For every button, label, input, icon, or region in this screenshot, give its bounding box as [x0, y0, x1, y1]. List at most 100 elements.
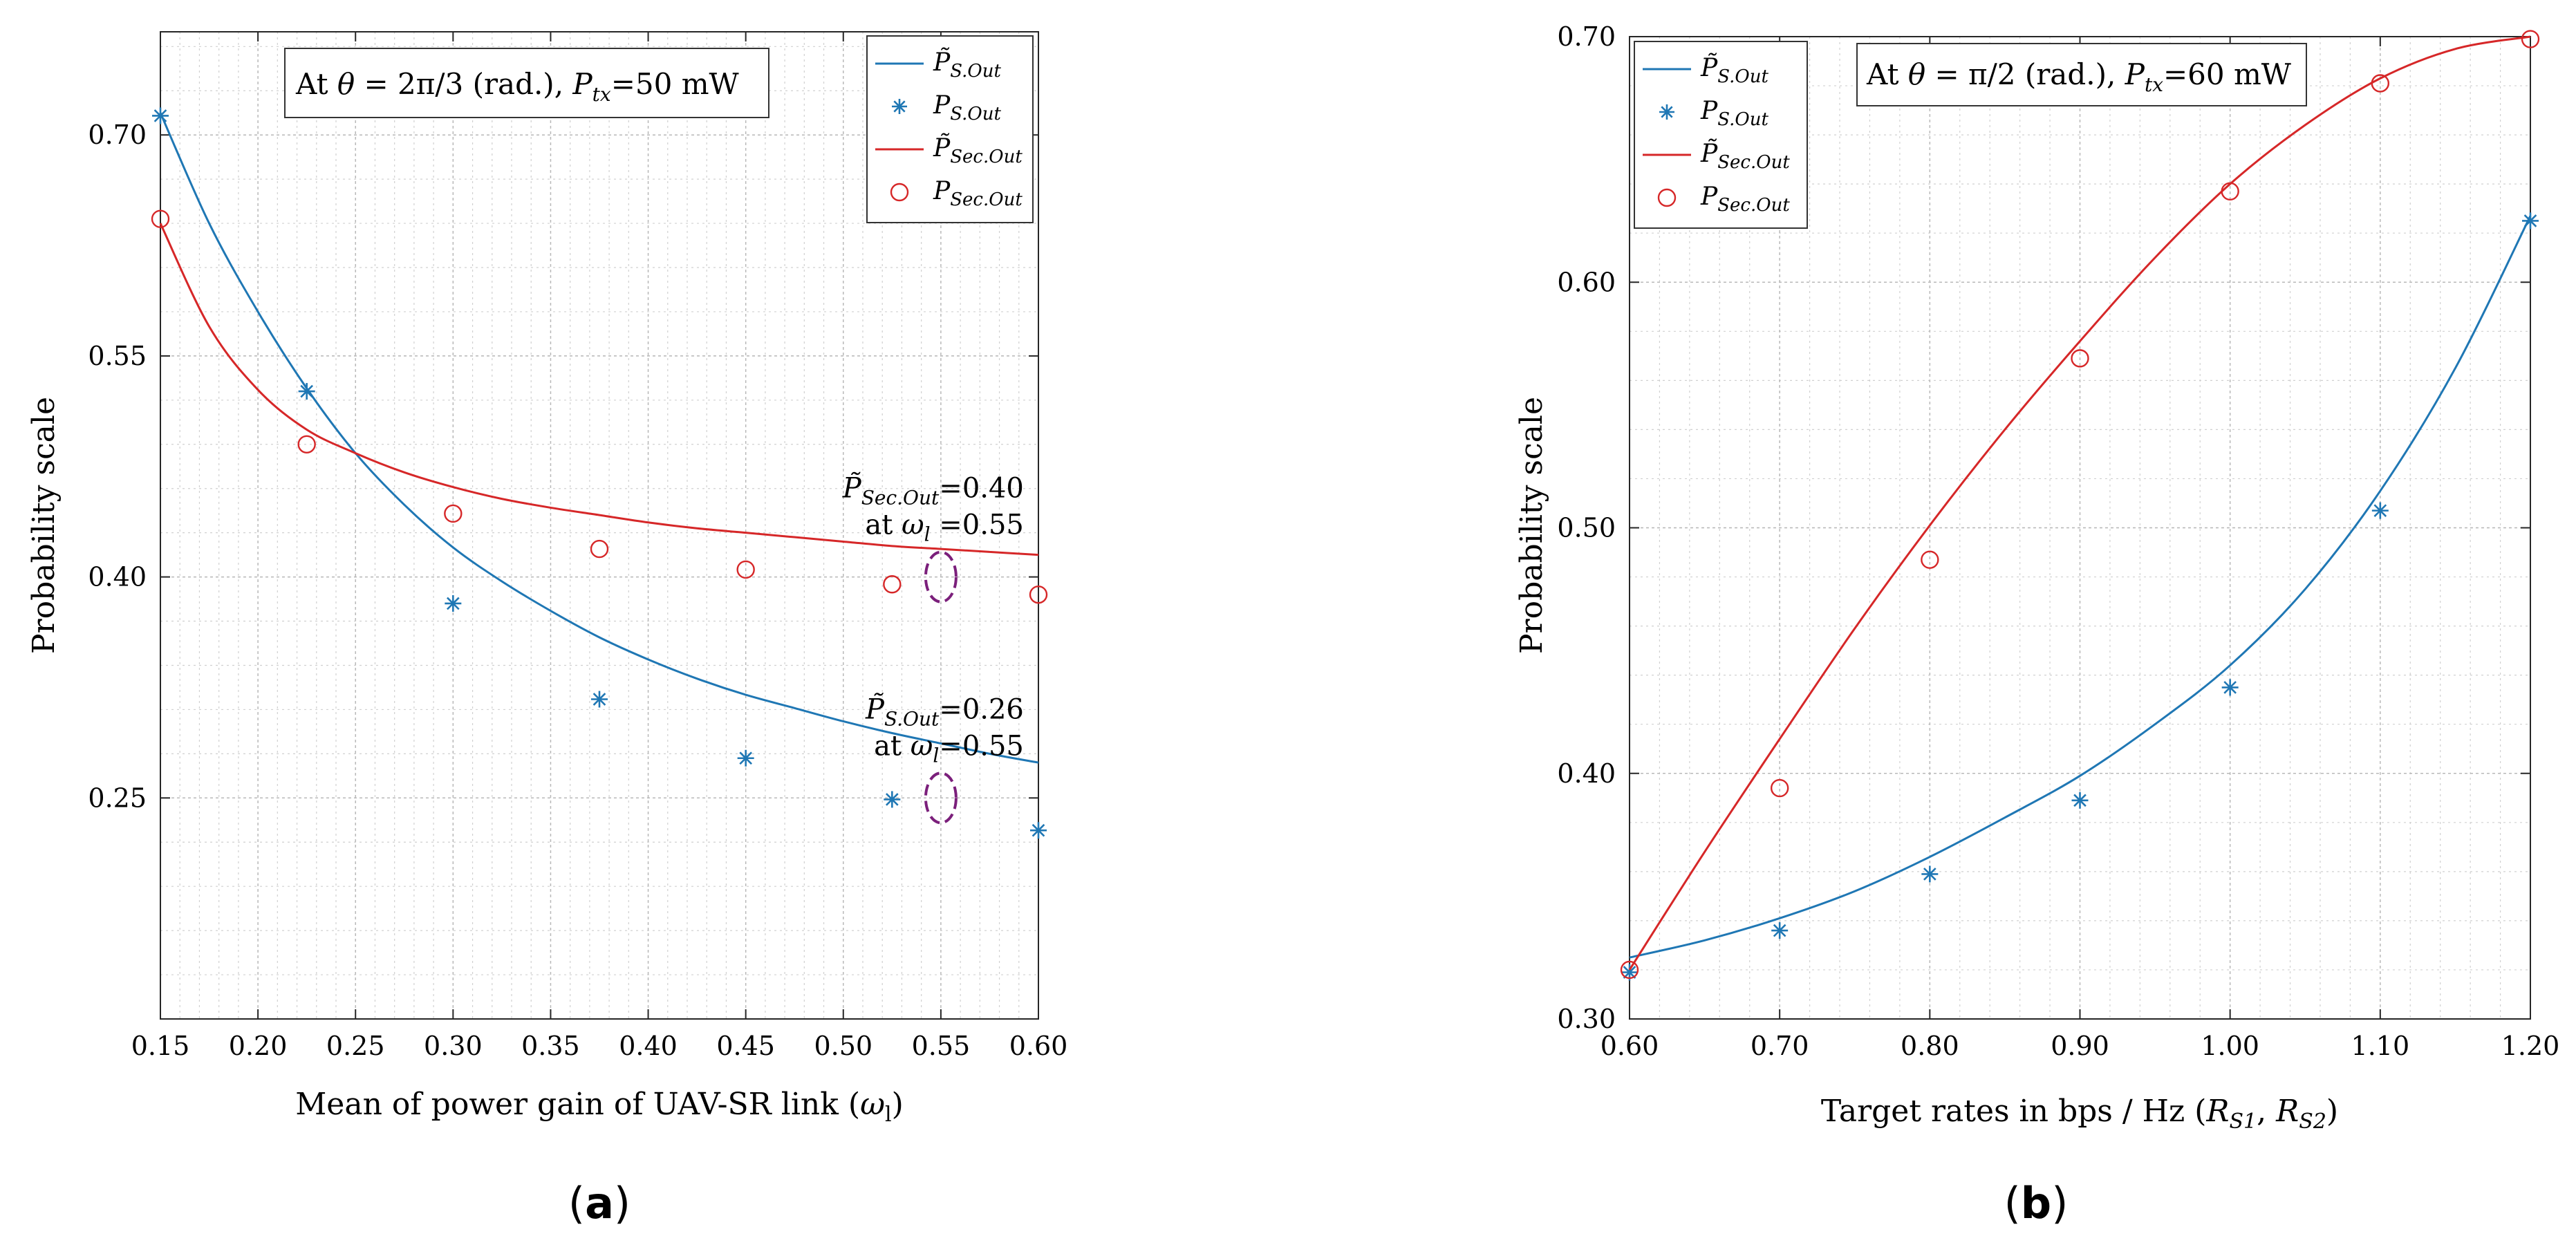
chart-a-point-circle — [1029, 585, 1048, 604]
chart-a-x-tick-label: 0.50 — [814, 1031, 872, 1061]
chart-a-info-post: =50 mW — [611, 67, 740, 101]
chart-a-point-circle — [883, 575, 902, 594]
chart-a-point-asterisk — [1030, 822, 1047, 839]
chart-b-info-eq: = π/2 (rad.), — [1925, 57, 2125, 91]
chart-b-series-line-0 — [1629, 215, 2532, 959]
chart-b-legend-label: PS.Out — [1700, 97, 1768, 130]
chart-b-y-tick-label: 0.60 — [1557, 267, 1616, 297]
chart-b-point-circle — [2221, 182, 2239, 201]
chart-a-annotation-ellipse — [924, 550, 958, 603]
chart-b-y-tick-label: 0.30 — [1557, 1004, 1616, 1034]
chart-a-point-circle — [590, 539, 609, 559]
chart-a-x-ticks: 0.15 0.20 0.25 0.30 0.35 0.40 0.45 0.50 0.55 0.60 — [131, 32, 1068, 1061]
chart-b-x-ticks: 0.60 0.70 0.80 0.90 1.00 1.10 1.20 — [1600, 37, 2560, 1061]
chart-a-y-tick-label: 0.70 — [88, 120, 147, 150]
chart-b-info-sub: tx — [2145, 73, 2163, 96]
chart-b-x-tick-label: 1.20 — [2501, 1031, 2560, 1061]
chart-a-legend-asterisk-swatch — [892, 99, 907, 114]
chart-a-x-tick-label: 0.60 — [1009, 1031, 1068, 1061]
chart-b-info-theta: θ — [1908, 57, 1925, 91]
chart-a-point-circle — [151, 209, 170, 228]
chart-b-point-asterisk — [2522, 212, 2539, 230]
chart-a-legend-label: P̃S.Out — [933, 48, 1001, 82]
chart-b-x-tick-label: 0.60 — [1600, 1031, 1659, 1061]
chart-b-legend-asterisk-swatch — [1659, 104, 1674, 120]
chart-a-point-asterisk — [445, 595, 462, 612]
chart-a-x-tick-label: 0.20 — [229, 1031, 288, 1061]
chart-a-annotation-at: at ωl =0.55 — [865, 509, 1024, 546]
chart-b-x-tick-label: 1.00 — [2201, 1031, 2259, 1061]
chart-a-legend: P̃S.Out PS.Out P̃Sec.Out PSec.Out — [866, 35, 1034, 223]
chart-b-point-asterisk — [2221, 679, 2239, 696]
chart-a-series — [151, 107, 1048, 839]
chart-b-point-circle — [2071, 349, 2089, 368]
chart-b-legend-label: PSec.Out — [1700, 182, 1790, 216]
chart-a-y-ticks: 0.25 0.40 0.55 0.70 — [88, 120, 1038, 813]
chart-b-legend: P̃S.Out PS.Out P̃Sec.Out PSec.Out — [1634, 41, 1808, 229]
chart-a-x-tick-label: 0.45 — [716, 1031, 775, 1061]
chart-b-legend-circle-swatch — [1657, 188, 1677, 207]
chart-a-annotation-ellipse — [924, 771, 958, 825]
chart-b-y-tick-label: 0.40 — [1557, 758, 1616, 789]
chart-b-info-pre: At — [1866, 57, 1908, 91]
svg-text:At θ = 2π/3 (rad.), Ptx=50 mW: At θ = 2π/3 (rad.), Ptx=50 mW — [295, 67, 740, 106]
chart-a-series-line-2 — [159, 223, 1039, 556]
chart-b-x-tick-label: 0.90 — [2051, 1031, 2109, 1061]
chart-b-x-tick-label: 0.80 — [1901, 1031, 1959, 1061]
chart-b-y-tick-label: 0.70 — [1557, 21, 1616, 52]
chart-a-x-tick-label: 0.30 — [424, 1031, 483, 1061]
chart-a-info-p: P — [572, 67, 592, 101]
chart-a-point-circle — [297, 435, 316, 453]
chart-a-x-tick-label: 0.55 — [912, 1031, 971, 1061]
chart-b: 0.60 0.70 0.80 0.90 1.00 1.10 1.20 0.30 0.40 0.5… — [1514, 21, 2559, 1228]
chart-b-point-asterisk — [1921, 865, 1939, 883]
chart-b-point-asterisk — [1621, 964, 1638, 981]
chart-b-point-circle — [2371, 74, 2390, 93]
chart-b-legend-label: P̃S.Out — [1700, 53, 1768, 87]
chart-a-legend-circle-swatch — [890, 182, 909, 202]
chart-a-info-sub: tx — [592, 83, 611, 106]
chart-a-y-tick-label: 0.25 — [88, 783, 147, 813]
chart-a-x-tick-label: 0.25 — [326, 1031, 385, 1061]
chart-b-xlabel: Target rates in bps / Hz (RS1, RS2) — [1821, 1094, 2338, 1134]
chart-a-info-theta: θ — [337, 67, 355, 101]
svg-text:At θ = π/2 (rad.), Ptx=60 mW: At θ = π/2 (rad.), Ptx=60 mW — [1866, 57, 2292, 96]
chart-a-x-tick-label: 0.15 — [131, 1031, 190, 1061]
chart-a-legend-label: PS.Out — [933, 91, 1001, 124]
chart-b-ylabel: Probability scale — [1514, 397, 1549, 654]
chart-a-x-tick-label: 0.40 — [619, 1031, 678, 1061]
chart-b-y-ticks: 0.30 0.40 0.50 0.60 0.70 — [1557, 21, 2530, 1034]
chart-a-point-asterisk — [884, 791, 901, 808]
chart-b-legend-label: P̃Sec.Out — [1700, 139, 1790, 173]
chart-a-y-tick-label: 0.55 — [88, 341, 147, 371]
chart-b-point-circle — [1921, 550, 1939, 569]
chart-b-series — [1620, 30, 2540, 981]
chart-a-info-eq: = 2π/3 (rad.), — [355, 67, 572, 101]
chart-b-series-line-2 — [1628, 35, 2531, 971]
chart-a-point-asterisk — [591, 691, 608, 708]
chart-a-annotation-at: at ωl=0.55 — [874, 730, 1024, 767]
chart-a-y-tick-label: 0.40 — [88, 562, 147, 592]
chart-a-legend-label: PSec.Out — [933, 177, 1023, 210]
chart-a-point-circle — [736, 560, 755, 579]
chart-b-point-circle — [1620, 960, 1639, 980]
chart-b-point-asterisk — [2371, 502, 2389, 519]
chart-b-point-asterisk — [1771, 922, 1789, 939]
chart-a-series-line-0 — [159, 112, 1039, 764]
chart-b-x-tick-label: 0.70 — [1751, 1031, 1809, 1061]
panel-label-a: (a) — [568, 1178, 631, 1228]
chart-a-point-asterisk — [298, 383, 315, 400]
chart-a-point-circle — [444, 504, 463, 523]
chart-b-point-asterisk — [2071, 792, 2089, 809]
chart-a-point-asterisk — [152, 107, 169, 124]
chart-a-xlabel: Mean of power gain of UAV-SR link (ωl) — [295, 1087, 904, 1127]
chart-a-annotation-label: P̃Sec.Out=0.40 — [842, 471, 1024, 509]
panel-label-b: (b) — [2004, 1178, 2069, 1228]
chart-a-plot-area — [160, 31, 1039, 1020]
chart-b-info-p: P — [2125, 57, 2145, 91]
chart-b-y-tick-label: 0.50 — [1557, 513, 1616, 543]
chart-a-point-asterisk — [737, 749, 754, 767]
chart-b-x-tick-label: 1.10 — [2351, 1031, 2410, 1061]
